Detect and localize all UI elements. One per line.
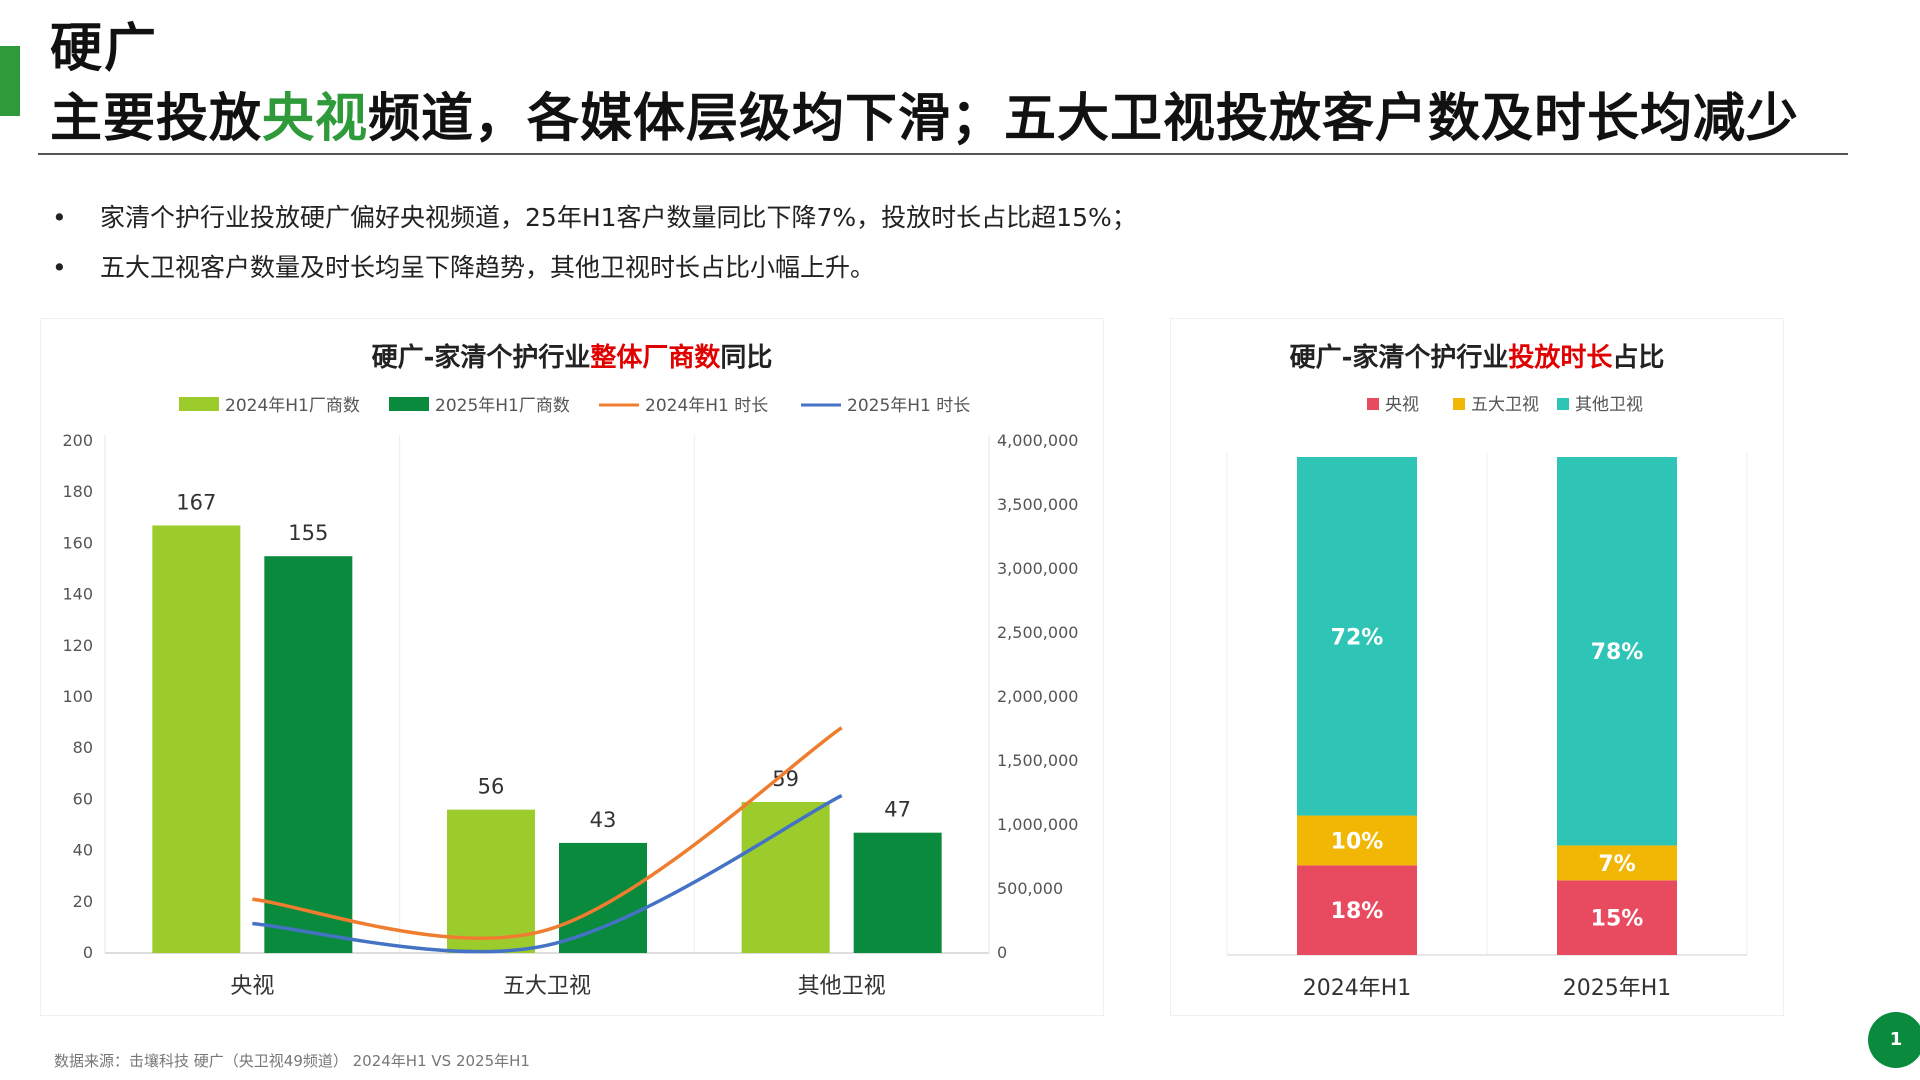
- y-left-tick-label: 120: [62, 636, 93, 655]
- y-left-tick-label: 100: [62, 687, 93, 706]
- bar-value-label: 167: [176, 490, 216, 514]
- segment-value-label: 18%: [1331, 899, 1384, 924]
- right-chart-title: 硬广-家清个护行业投放时长占比: [1171, 337, 1783, 374]
- data-source-note: 数据来源：击壤科技 硬广（央卫视49频道） 2024年H1 VS 2025年H1: [54, 1052, 530, 1070]
- stacked-bar-segment: [1297, 865, 1417, 955]
- stacked-bar-segment: [1297, 457, 1417, 816]
- bar: [264, 556, 353, 953]
- bar-value-label: 47: [884, 798, 911, 822]
- x-category-label: 2025年H1: [1563, 976, 1672, 1001]
- x-category-label: 其他卫视: [798, 974, 886, 999]
- segment-value-label: 72%: [1331, 625, 1384, 650]
- legend-label: 五大卫视: [1471, 395, 1539, 415]
- right-chart-title-pre: 硬广-家清个护行业: [1289, 343, 1509, 373]
- y-left-tick-label: 180: [62, 482, 93, 501]
- bar: [152, 525, 241, 953]
- page-title-line1: 硬广: [50, 19, 159, 79]
- y-left-tick-label: 20: [73, 892, 93, 911]
- x-category-label: 央视: [230, 974, 274, 999]
- segment-value-label: 10%: [1331, 829, 1384, 854]
- stacked-chart-svg: 央视 五大卫视 其他卫视 18% 10% 72% 2024年H1 15% 7% 78% 2025年H…: [1226, 395, 1748, 1001]
- segment-value-label: 7%: [1598, 852, 1635, 877]
- legend-swatch: [179, 397, 219, 411]
- left-chart-title-post: 同比: [720, 343, 773, 373]
- title-text-highlight: 央视: [262, 89, 369, 149]
- y-left-tick-label: 140: [62, 585, 93, 604]
- left-chart-title-highlight: 整体厂商数: [590, 343, 721, 373]
- legend-swatch: [389, 397, 429, 411]
- right-chart-title-post: 占比: [1612, 343, 1665, 373]
- bar: [741, 801, 830, 953]
- left-chart-title-pre: 硬广-家清个护行业: [371, 343, 591, 373]
- stacked-bar-segment: [1557, 880, 1677, 955]
- stacked-bar-segment: [1297, 815, 1417, 866]
- bullet-list: • 家清个护行业投放硬广偏好央视频道，25年H1客户数量同比下降7%，投放时长占…: [52, 198, 1137, 298]
- y-right-tick-label: 3,500,000: [997, 495, 1078, 514]
- stacked-bar-segment: [1557, 457, 1677, 846]
- y-right-tick-label: 4,000,000: [997, 431, 1078, 450]
- y-right-tick-label: 2,000,000: [997, 687, 1078, 706]
- legend-swatch: [1453, 398, 1465, 410]
- y-left-tick-label: 160: [62, 533, 93, 552]
- page-number-badge: 1: [1868, 1012, 1920, 1068]
- right-chart-title-highlight: 投放时长: [1508, 343, 1613, 373]
- bar-value-label: 43: [590, 808, 617, 832]
- legend-label: 2024年H1 时长: [645, 396, 768, 416]
- left-chart-title: 硬广-家清个护行业整体厂商数同比: [41, 337, 1103, 374]
- right-chart-panel: 硬广-家清个护行业投放时长占比 央视 五大卫视 其他卫视 18% 10% 72% 2024年…: [1170, 318, 1784, 1016]
- segment-value-label: 15%: [1591, 907, 1644, 932]
- x-category-label: 五大卫视: [503, 974, 591, 999]
- legend-label: 2025年H1厂商数: [435, 396, 570, 416]
- x-category-label: 2024年H1: [1303, 976, 1412, 1001]
- y-right-tick-label: 2,500,000: [997, 623, 1078, 642]
- series-line: [252, 794, 843, 954]
- y-left-tick-label: 200: [62, 431, 93, 450]
- legend-label: 央视: [1385, 395, 1419, 415]
- segment-value-label: 78%: [1591, 640, 1644, 665]
- y-right-tick-label: 1,500,000: [997, 751, 1078, 770]
- bar-value-label: 56: [478, 775, 505, 799]
- y-right-tick-label: 1,000,000: [997, 815, 1078, 834]
- bullet-dot: •: [52, 203, 67, 232]
- legend-label: 2024年H1厂商数: [225, 396, 360, 416]
- left-chart-panel: 硬广-家清个护行业整体厂商数同比 2024年H1厂商数 2025年H1厂商数 202…: [40, 318, 1104, 1016]
- title-text-post: 频道，各媒体层级均下滑；五大卫视投放客户数及时长均减少: [368, 89, 1800, 149]
- legend-label: 2025年H1 时长: [847, 396, 970, 416]
- bar: [447, 809, 535, 953]
- y-right-tick-label: 3,000,000: [997, 559, 1078, 578]
- title-divider: [38, 153, 1848, 155]
- page-title-line2: 主要投放央视频道，各媒体层级均下滑；五大卫视投放客户数及时长均减少: [50, 76, 1799, 151]
- bar: [853, 832, 942, 953]
- title-text-pre: 主要投放: [50, 89, 263, 149]
- legend-swatch: [1557, 398, 1569, 410]
- bullet-item: • 家清个护行业投放硬广偏好央视频道，25年H1客户数量同比下降7%，投放时长占…: [52, 198, 1137, 248]
- series-line: [252, 726, 843, 940]
- bar: [559, 842, 647, 953]
- stacked-bar-segment: [1557, 845, 1677, 881]
- y-left-tick-label: 60: [73, 789, 93, 808]
- bullet-dot: •: [52, 253, 67, 282]
- y-left-tick-label: 40: [73, 841, 93, 860]
- title-accent-bar: [0, 46, 20, 116]
- y-right-tick-label: 500,000: [997, 879, 1063, 898]
- y-right-tick-label: 0: [997, 943, 1007, 962]
- bullet-text: 五大卫视客户数量及时长均呈下降趋势，其他卫视时长占比小幅上升。: [100, 253, 876, 282]
- legend-label: 其他卫视: [1575, 395, 1643, 415]
- bar-value-label: 155: [288, 521, 328, 545]
- combo-chart-svg: 2024年H1厂商数 2025年H1厂商数 2024年H1 时长 2025年H1 时长…: [62, 396, 1078, 999]
- y-left-tick-label: 80: [73, 738, 93, 757]
- legend-swatch: [1367, 398, 1379, 410]
- y-left-tick-label: 0: [83, 943, 93, 962]
- bullet-item: • 五大卫视客户数量及时长均呈下降趋势，其他卫视时长占比小幅上升。: [52, 248, 1137, 298]
- bullet-text: 家清个护行业投放硬广偏好央视频道，25年H1客户数量同比下降7%，投放时长占比超…: [100, 203, 1137, 232]
